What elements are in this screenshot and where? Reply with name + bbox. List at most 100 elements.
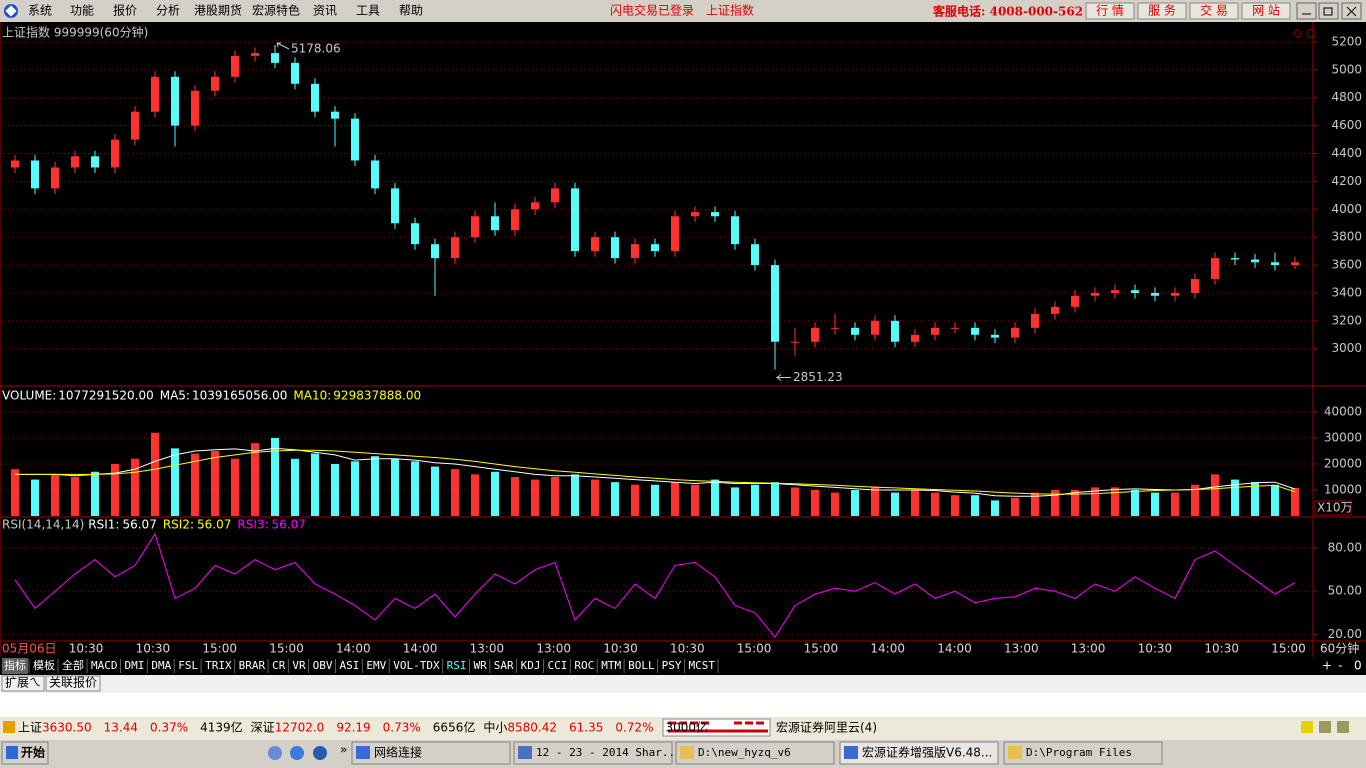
candle-body [151,76,159,112]
chart-title: 上证指数 999999(60分钟) [2,25,148,40]
indicator-tab[interactable]: 全部 [62,658,84,672]
indicator-tab[interactable]: 模板 [33,658,55,672]
volume-bar [1271,484,1279,516]
menu-item[interactable]: 资讯 [313,4,337,18]
indicator-tab[interactable]: FSL [178,659,198,672]
volume-bar [471,474,479,516]
legend-name: RSI1: [88,518,119,532]
volume-bar [511,476,519,516]
indicator-tab[interactable]: TRIX [205,659,232,672]
candle-body [671,216,679,252]
candle-body [851,327,859,335]
candle-body [51,167,59,189]
market-index: 3630.50 [42,721,92,735]
sub-tab[interactable]: 扩展ㄟ [5,676,41,690]
menu-item[interactable]: 港股期货 [194,3,242,18]
indicator-tab[interactable]: SAR [494,659,514,672]
y-tick-label: 3600 [1331,258,1362,272]
period-label: 60分钟 [1320,641,1359,656]
indicator-tab[interactable]: MACD [91,659,118,672]
start-label: 开始 [21,745,45,760]
indicator-tab[interactable]: CR [272,659,286,672]
candle-body [951,327,959,329]
indicator-tab[interactable]: BOLL [628,659,655,672]
candle-body [331,111,339,119]
y-tick-label: 4000 [1331,202,1362,216]
task-button[interactable] [1003,741,1163,765]
indicator-tab[interactable]: PSY [662,659,682,672]
menu-item[interactable]: 帮助 [399,4,423,18]
volume-bar [1091,487,1099,516]
window-controls [1296,2,1362,20]
menu-item[interactable]: 工具 [356,4,380,18]
zoom-button[interactable]: 0 [1354,659,1362,673]
start-icon [6,746,18,759]
indicator-tab[interactable]: VOL-TDX [393,659,440,672]
quick-launch-icon[interactable] [290,746,304,760]
indicator-tab[interactable]: MCST [688,659,715,672]
candle-body [1051,306,1059,314]
volume-bar [1151,492,1159,516]
menu-item[interactable]: 功能 [70,4,94,18]
y-tick-label: 10000 [1324,482,1362,496]
indicator-tab[interactable]: CCI [547,659,567,672]
x-tick-label: 10:30 [136,642,171,656]
zoom-button[interactable]: - [1338,659,1342,673]
menu-item[interactable]: 宏源特色 [252,3,300,18]
indicator-tab[interactable]: DMI [125,659,145,672]
candle-body [1131,290,1139,293]
minimize-button[interactable] [1296,2,1317,20]
nav-button[interactable] [1189,2,1239,20]
quick-launch-icon[interactable] [313,746,327,760]
sub-tab[interactable]: 关联报价 [49,675,97,690]
x-tick-label: 15:00 [269,642,304,656]
candle-body [1271,262,1279,266]
menu-item[interactable]: 报价 [113,3,137,18]
volume-bar [931,492,939,516]
indicator-tab[interactable]: ROC [574,659,594,672]
indicator-tab[interactable]: WR [473,659,487,672]
menu-bar [0,0,1366,22]
market-change: 92.19 [336,721,370,735]
panel-icon: ◇ ○ [1293,26,1317,40]
indicator-tab[interactable]: OBV [313,659,333,672]
task-button[interactable] [839,741,999,765]
nav-button[interactable] [1137,2,1187,20]
indicator-tab[interactable]: BRAR [239,659,266,672]
quick-launch-more[interactable]: » [340,743,347,757]
indicator-bar [0,657,1366,675]
indicator-tab[interactable]: 指标 [4,658,26,672]
volume-bar [611,482,619,516]
indicator-tab[interactable]: KDJ [521,659,541,672]
candle-body [1251,259,1259,263]
indicator-tab[interactable]: DMA [151,659,171,672]
nav-button[interactable] [1085,2,1135,20]
indicator-tab[interactable]: EMV [366,659,386,672]
volume-bar [951,495,959,516]
restore-button[interactable] [1318,2,1339,20]
market-change: 61.35 [569,721,603,735]
candle-body [691,212,699,217]
volume-bar [751,484,759,516]
candle-body [1031,313,1039,328]
y-tick-label: 20000 [1324,456,1362,470]
volume-bar [551,476,559,516]
indicator-tab[interactable]: ASI [340,659,360,672]
indicator-tab[interactable]: MTM [601,659,621,672]
task-button[interactable] [513,741,673,765]
nav-button[interactable] [1241,2,1291,20]
quick-launch-icon[interactable] [268,746,282,760]
task-icon [518,746,532,759]
volume-bar [691,484,699,516]
x-tick-label: 10:30 [69,642,104,656]
indicator-tab[interactable]: VR [292,659,306,672]
indicator-tab[interactable]: RSI [447,659,467,672]
menu-item[interactable]: 分析 [156,4,180,18]
nav-button-label: 网 站 [1252,4,1280,18]
task-button[interactable] [351,741,511,765]
volume-bar [1011,497,1019,516]
zoom-button[interactable]: + [1322,659,1332,673]
menu-item[interactable]: 系统 [28,4,52,18]
task-button[interactable] [675,741,835,765]
